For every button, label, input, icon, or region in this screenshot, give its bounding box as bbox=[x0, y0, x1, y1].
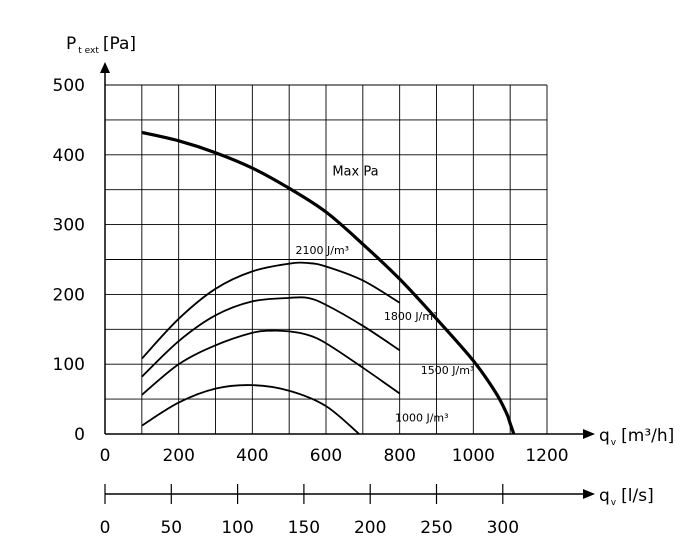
x-axis-primary-label: qv [m³/h] bbox=[599, 426, 674, 448]
curve-1800-j-m bbox=[141, 296, 401, 378]
curve-label-max-pa: Max Pa bbox=[332, 165, 378, 180]
x-tick-label-secondary: 50 bbox=[160, 518, 182, 538]
x-tick-label-secondary: 200 bbox=[354, 518, 386, 538]
y-tick-label: 0 bbox=[74, 425, 85, 445]
curve-1000-j-m bbox=[141, 384, 360, 435]
x-axis-secondary-label: qv [l/s] bbox=[599, 486, 654, 508]
y-tick-label: 300 bbox=[53, 216, 85, 236]
x-tick-label-secondary: 250 bbox=[420, 518, 452, 538]
x-tick-label-secondary: 300 bbox=[487, 518, 519, 538]
x-tick-label-primary: 1000 bbox=[452, 446, 495, 466]
x-tick-label-primary: 600 bbox=[310, 446, 342, 466]
curve-label-1000-j-m: 1000 J/m³ bbox=[395, 411, 449, 424]
x-axis-primary-arrow bbox=[583, 429, 595, 439]
curve-label-1500-j-m: 1500 J/m³ bbox=[421, 364, 475, 377]
y-axis-arrow bbox=[100, 62, 110, 73]
y-tick-label: 200 bbox=[53, 285, 85, 305]
x-tick-label-secondary: 150 bbox=[288, 518, 320, 538]
curve-label-1800-j-m: 1800 J/m³ bbox=[384, 310, 438, 323]
x-tick-label-primary: 1200 bbox=[525, 446, 568, 466]
curve-label-2100-j-m: 2100 J/m³ bbox=[296, 244, 350, 257]
y-tick-label: 500 bbox=[53, 76, 85, 96]
x-tick-label-secondary: 0 bbox=[100, 518, 111, 538]
x-tick-label-primary: 800 bbox=[383, 446, 415, 466]
curve-2100-j-m bbox=[141, 261, 401, 360]
x-tick-label-primary: 200 bbox=[162, 446, 194, 466]
curve-1500-j-m bbox=[141, 329, 401, 396]
tick-labels: 0 100 200 300 400 500 0 200 400 600 800 1000 1200 0 50… bbox=[53, 76, 569, 538]
y-tick-label: 100 bbox=[53, 355, 85, 375]
grid bbox=[105, 84, 548, 434]
curve-max-pa bbox=[141, 130, 516, 435]
x-tick-label-primary: 400 bbox=[236, 446, 268, 466]
y-tick-label: 400 bbox=[53, 146, 85, 166]
x-tick-label-primary: 0 bbox=[100, 446, 111, 466]
x-tick-label-secondary: 100 bbox=[221, 518, 253, 538]
curves: Max Pa 2100 J/m³ 1800 J/m³ 1500 J/m³ 1000 J/… bbox=[141, 130, 516, 435]
axes bbox=[100, 62, 595, 504]
x-axis-secondary-arrow bbox=[583, 489, 595, 499]
